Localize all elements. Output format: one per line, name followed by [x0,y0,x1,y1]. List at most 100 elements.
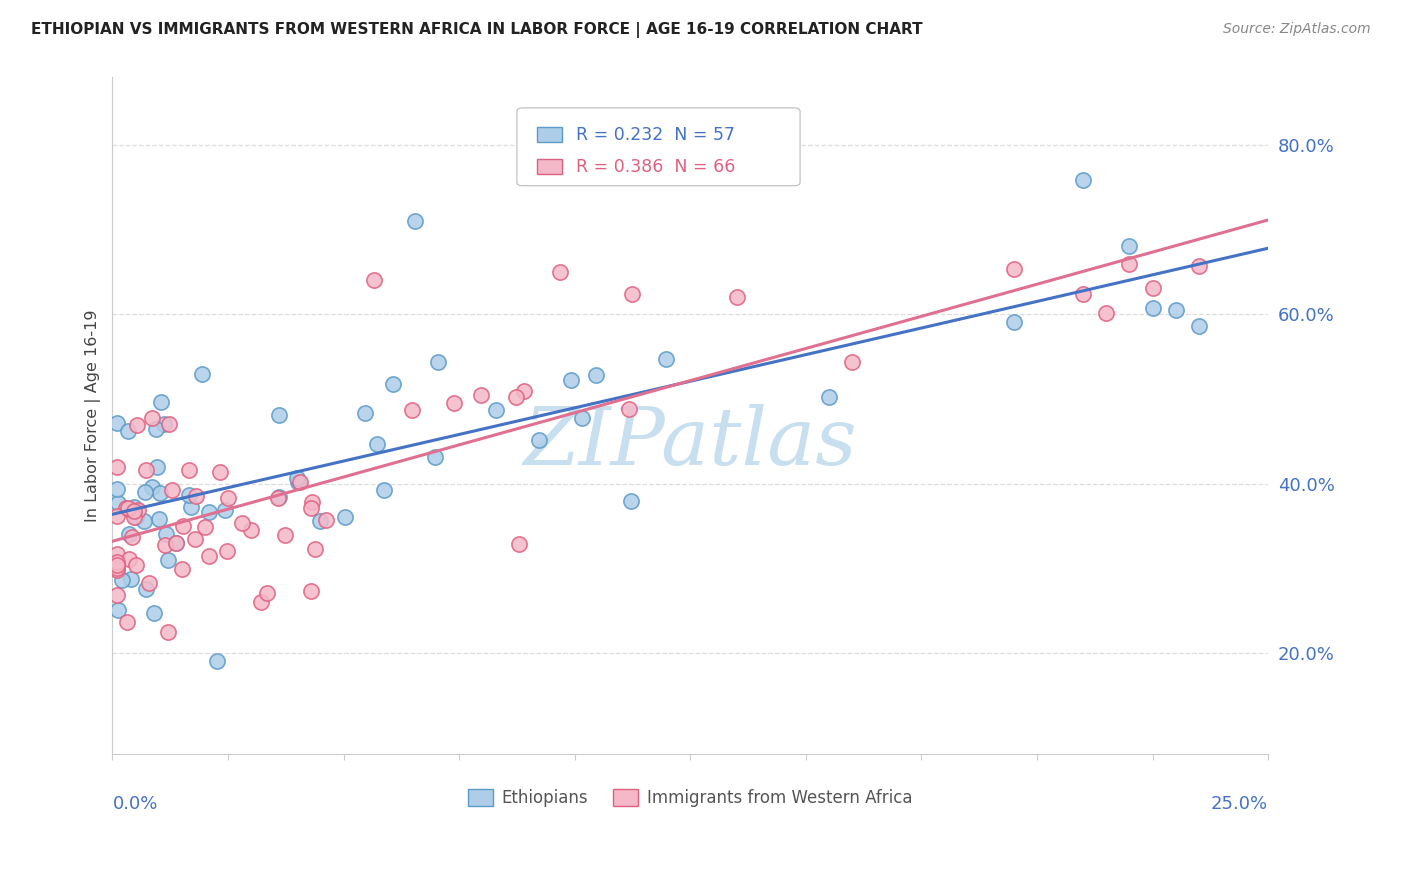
Point [1118,257,1140,271]
Point [512,384,534,399]
Point [423,450,446,465]
Point [153,538,176,552]
Y-axis label: In Labor Force | Age 16-19: In Labor Force | Age 16-19 [86,310,101,522]
Point [571,411,593,425]
Point [170,562,193,576]
Point [197,505,219,519]
FancyBboxPatch shape [517,108,800,186]
Point [309,514,332,528]
Point [527,433,550,447]
Point [655,351,678,366]
Point [198,549,221,564]
Text: 25.0%: 25.0% [1211,795,1268,813]
Point [505,390,527,404]
Point [122,504,145,518]
Point [117,500,139,515]
Point [1095,306,1118,320]
Point [1002,315,1025,329]
Point [120,572,142,586]
Point [177,463,200,477]
Point [117,424,139,438]
Point [267,491,290,505]
Point [121,530,143,544]
Point [404,214,426,228]
Point [165,535,187,549]
Point [209,465,232,479]
Point [288,475,311,490]
Point [1188,319,1211,334]
Point [560,373,582,387]
Point [585,368,607,383]
Point [107,603,129,617]
Point [841,355,863,369]
Point [427,354,450,368]
Point [1002,261,1025,276]
Point [105,558,128,573]
Point [117,615,139,629]
Point [132,514,155,528]
Point [485,403,508,417]
Point [105,555,128,569]
Text: R = 0.232  N = 57: R = 0.232 N = 57 [576,126,735,144]
Point [145,422,167,436]
Point [335,510,357,524]
Point [184,532,207,546]
Point [111,573,134,587]
Point [287,475,309,489]
Point [105,509,128,524]
Bar [537,128,562,142]
Text: ZIPatlas: ZIPatlas [523,404,858,482]
Point [508,537,530,551]
Point [382,377,405,392]
Point [149,486,172,500]
Point [125,558,148,572]
Point [240,523,263,537]
Legend: Ethiopians, Immigrants from Western Africa: Ethiopians, Immigrants from Western Afri… [461,782,920,814]
Point [299,501,322,516]
Point [115,500,138,515]
Point [363,273,385,287]
Point [366,437,388,451]
Text: R = 0.386  N = 66: R = 0.386 N = 66 [576,158,735,176]
Point [141,481,163,495]
Point [621,287,644,301]
Point [1164,302,1187,317]
Point [1118,239,1140,253]
Point [194,520,217,534]
Point [160,483,183,498]
Point [105,460,128,475]
Point [105,482,128,496]
Point [304,541,326,556]
Point [172,519,194,533]
Point [1142,301,1164,315]
Point [1142,281,1164,295]
Point [231,516,253,531]
Point [138,576,160,591]
Point [107,496,129,510]
Text: Source: ZipAtlas.com: Source: ZipAtlas.com [1223,22,1371,37]
Point [157,417,180,432]
Point [401,403,423,417]
Point [184,490,207,504]
Point [141,411,163,425]
Point [249,595,271,609]
Point [177,487,200,501]
Point [818,390,841,404]
Point [156,552,179,566]
Point [127,503,149,517]
Point [1071,287,1094,301]
Point [725,290,748,304]
Point [165,535,187,549]
Point [156,625,179,640]
Point [285,470,308,484]
Point [118,527,141,541]
Point [301,494,323,508]
Point [617,401,640,416]
Point [267,408,290,422]
Point [153,417,176,431]
Point [217,491,239,505]
Point [105,547,128,561]
Point [122,500,145,514]
Text: 0.0%: 0.0% [112,795,157,813]
Point [274,527,297,541]
